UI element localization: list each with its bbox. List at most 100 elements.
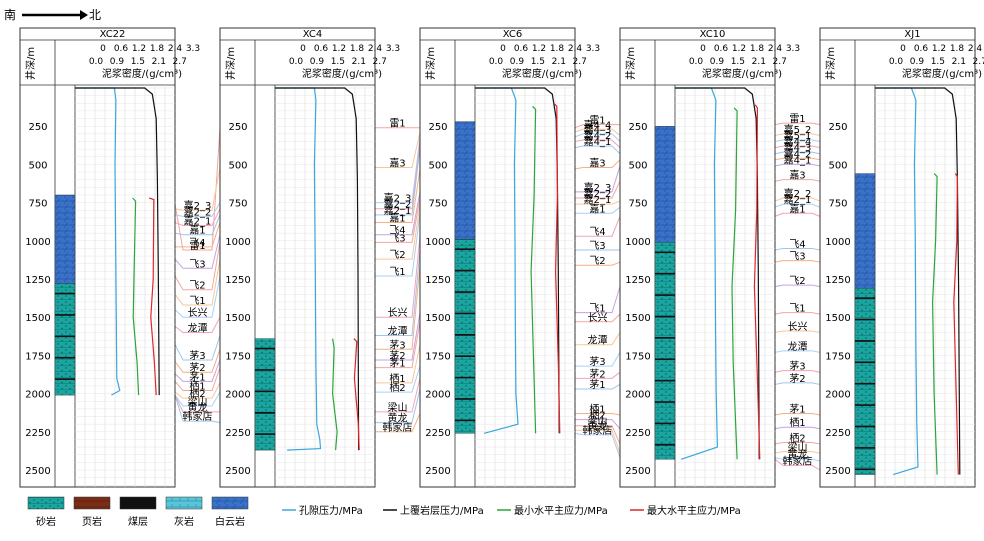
depth-tick: 750 — [428, 199, 447, 210]
coal-seam — [455, 376, 475, 379]
curve-min_stress — [331, 338, 338, 451]
coal-seam — [855, 382, 875, 385]
coal-seam — [655, 444, 675, 446]
legend-label-dolomite: 白云岩 — [215, 515, 245, 528]
formation-label: 飞2 — [389, 250, 405, 261]
well-name: XC6 — [503, 29, 522, 40]
depth-tick: 2500 — [825, 466, 850, 477]
curve-min_stress — [931, 173, 938, 475]
formation-link — [375, 168, 421, 223]
formation-link — [575, 332, 621, 346]
axis-tick-mid: 0.9 — [510, 57, 525, 67]
strata-dolomite — [654, 125, 676, 243]
depth-tick: 1250 — [825, 275, 850, 286]
formation-link — [774, 312, 821, 315]
legend-label-coal: 煤层 — [128, 515, 148, 528]
depth-tick: 1500 — [225, 313, 250, 324]
formation-label: 茅3 — [189, 350, 205, 362]
axis-tick-top: 3.3 — [586, 44, 600, 54]
formation-link — [774, 451, 821, 454]
coal-seam — [855, 468, 875, 471]
coal-seam — [255, 433, 275, 435]
formation-link — [375, 265, 421, 350]
coal-seam — [455, 312, 475, 315]
formation-label: 茅1 — [589, 379, 605, 391]
formation-link — [174, 335, 221, 361]
depth-tick: 1000 — [225, 237, 250, 248]
axis-title: 泥浆密度/(g/cm³) — [302, 67, 382, 80]
coal-seam — [55, 356, 75, 359]
axis-tick-top: 1.2 — [332, 44, 346, 54]
coal-seam — [655, 294, 675, 296]
legend-label-limestone: 灰岩 — [174, 515, 194, 528]
axis-tick-mid: 0.9 — [310, 57, 325, 67]
formation-label: 茅2 — [389, 350, 405, 362]
depth-tick: 750 — [28, 199, 47, 210]
formation-link — [774, 412, 821, 416]
coal-seam — [455, 291, 475, 293]
coal-seam — [255, 369, 275, 371]
coal-seam — [455, 334, 475, 336]
formation-link — [375, 147, 421, 216]
depth-tick: 750 — [828, 199, 847, 210]
formation-link — [174, 202, 221, 217]
formation-link — [174, 382, 221, 399]
formation-label: 长兴 — [188, 307, 208, 319]
legend: 砂岩 页岩 煤层 灰岩 白云岩 孔隙压力/MPa 上覆岩层压力/MPa 最小水平主应力/MPa… — [27, 496, 741, 528]
depth-tick: 250 — [228, 122, 247, 133]
formation-label: 飞4 — [589, 227, 605, 238]
depth-tick: 2000 — [825, 390, 850, 401]
legend-label-shale: 页岩 — [82, 515, 102, 528]
formation-link — [375, 312, 421, 361]
axis-tick-top: 3.3 — [386, 44, 400, 54]
formation-link — [174, 394, 220, 413]
depth-tick: 1250 — [25, 275, 50, 286]
formation-link — [174, 214, 221, 236]
strata-sandstone — [854, 287, 876, 475]
coal-seam — [855, 340, 875, 342]
axis-tick-top: 2.4 — [568, 44, 583, 54]
formation-label: 梁山 — [388, 401, 408, 414]
curve-pore — [275, 87, 322, 451]
direction-header: 南 北 — [4, 7, 101, 22]
formation-label: 嘉1 — [189, 224, 205, 237]
axis-tick-mid: 1.5 — [531, 57, 545, 67]
axis-tick-mid: 1.5 — [731, 57, 745, 67]
formation-label: 嘉4_3 — [784, 141, 812, 154]
axis-tick-top: 0 — [900, 44, 906, 54]
coal-seam — [655, 337, 675, 339]
formation-label: 嘉2_2 — [784, 187, 812, 200]
formation-link — [174, 316, 221, 333]
formation-link — [774, 330, 821, 333]
formation-label: 长兴 — [788, 321, 808, 333]
formation-link — [774, 139, 821, 142]
curve-min_stress — [132, 197, 140, 396]
formation-label: 黄龙 — [588, 419, 608, 432]
formation-label: 栖1 — [389, 372, 405, 385]
depth-tick: 1000 — [625, 237, 650, 248]
direction-arrowhead — [80, 10, 88, 20]
depth-tick: 1500 — [425, 313, 450, 324]
formation-label: 嘉4_4 — [584, 118, 612, 131]
formation-link — [375, 136, 421, 204]
formation-link — [774, 197, 821, 202]
formation-link — [375, 236, 421, 318]
formation-link — [774, 212, 821, 217]
depth-tick: 2250 — [825, 428, 850, 439]
strata-sandstone — [454, 239, 476, 434]
formation-label: 雷1 — [189, 240, 205, 252]
axis-tick-top: 0.6 — [314, 44, 329, 54]
formation-label: 韩家店 — [183, 410, 213, 423]
formation-label: 飞1 — [789, 304, 805, 315]
curve-overburden — [475, 87, 560, 434]
coal-seam — [855, 361, 875, 364]
formation-label: 茅3 — [389, 339, 405, 351]
formation-link — [774, 382, 821, 385]
formation-link — [375, 413, 421, 433]
formation-link — [575, 261, 621, 266]
axis-tick-top: 2.4 — [768, 44, 783, 54]
depth-tick: 2000 — [425, 390, 450, 401]
coal-seam — [255, 347, 275, 350]
formation-link — [574, 159, 621, 170]
